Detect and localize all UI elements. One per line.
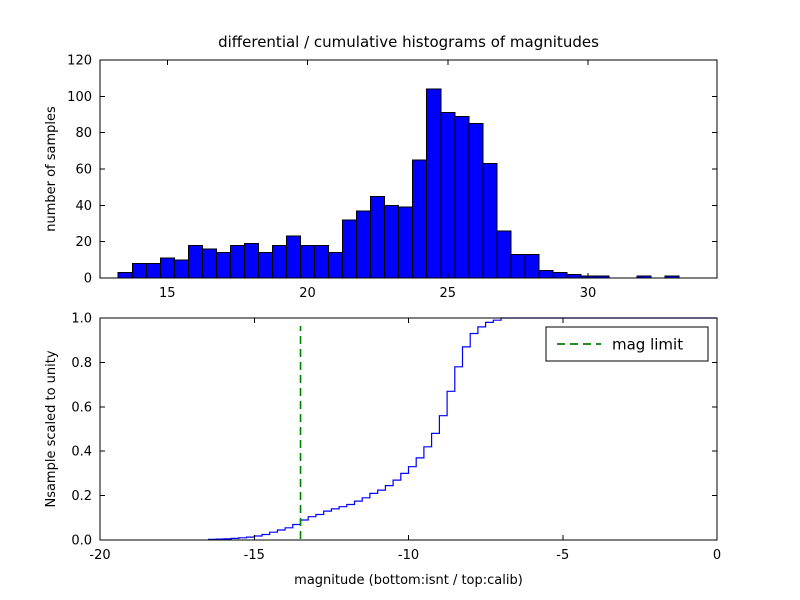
histogram-bar xyxy=(398,206,414,279)
top-ytick-label: 40 xyxy=(75,199,92,214)
histogram-bar xyxy=(538,270,554,279)
histogram-bar xyxy=(496,230,512,279)
bottom-xtick-label: -10 xyxy=(398,548,419,563)
histogram-bar xyxy=(328,252,344,279)
histogram-bar xyxy=(243,242,259,279)
top-ytick-label: 80 xyxy=(75,126,92,141)
top-ytick-label: 20 xyxy=(75,235,92,250)
bottom-ytick-label: 0.8 xyxy=(71,356,92,371)
top-ylabel: number of samples xyxy=(44,106,59,232)
bottom-xtick-label: -20 xyxy=(89,548,110,563)
top-xtick-label: 25 xyxy=(439,286,456,301)
bottom-ylabel: Nsample scaled to unity xyxy=(44,350,59,507)
histogram-bar xyxy=(271,244,288,279)
histogram-bar xyxy=(286,235,302,279)
histogram-bar xyxy=(552,272,568,279)
histogram-bar xyxy=(257,252,273,279)
histogram-bar xyxy=(342,219,358,279)
histogram-bar xyxy=(412,159,428,279)
legend: mag limit xyxy=(545,326,709,362)
top-ytick-label: 60 xyxy=(75,163,92,178)
histogram-bar xyxy=(229,244,245,279)
top-frame xyxy=(99,59,718,279)
histogram-bar xyxy=(370,195,386,279)
histogram-bar xyxy=(566,273,582,279)
bottom-xtick-label: -5 xyxy=(556,548,569,563)
histogram-bar xyxy=(117,272,133,279)
histogram-bar xyxy=(426,88,442,279)
histogram-bar xyxy=(131,262,147,279)
top-ytick-label: 0 xyxy=(84,272,92,287)
bottom-xtick-label: 0 xyxy=(713,548,721,563)
histogram-bar xyxy=(356,210,372,279)
top-xtick-label: 20 xyxy=(299,286,316,301)
bottom-ytick-label: 0.4 xyxy=(71,445,92,460)
cumulative-step-line xyxy=(208,317,717,540)
histogram-bar xyxy=(482,163,498,279)
histogram-bar xyxy=(314,244,330,279)
histogram-bar xyxy=(187,244,203,279)
histogram-bar xyxy=(440,112,456,279)
histogram-bar xyxy=(173,259,189,279)
histogram-bar xyxy=(201,248,217,279)
histogram-bar xyxy=(510,253,526,279)
bottom-frame xyxy=(99,317,718,541)
histogram-bar xyxy=(145,262,161,279)
histogram-bar xyxy=(215,252,231,279)
histogram-bar xyxy=(384,204,400,279)
top-ytick-label: 100 xyxy=(67,90,92,105)
top-ytick-label: 120 xyxy=(67,54,92,69)
legend-mag-limit-label: mag limit xyxy=(612,336,683,354)
bottom-xtick-label: -15 xyxy=(244,548,265,563)
bottom-ytick-label: 1.0 xyxy=(71,312,92,327)
histogram-bar xyxy=(454,115,470,279)
cumulative-plot: -20 -15 -10 -5 0 0.0 0.2 0.4 0.6 0.8 1.0 mag limit xyxy=(71,312,721,564)
top-xtick-label: 15 xyxy=(159,286,176,301)
top-xtick-label: 30 xyxy=(580,286,597,301)
chart-title: differential / cumulative histograms of … xyxy=(218,33,599,51)
bottom-ytick-label: 0.0 xyxy=(71,534,92,549)
bottom-ytick-label: 0.2 xyxy=(71,489,92,504)
histogram-bar xyxy=(524,253,540,279)
top-histogram: 15 20 25 30 0 20 40 60 80 100 120 xyxy=(67,54,718,301)
bottom-ytick-label: 0.6 xyxy=(71,400,92,415)
bottom-xlabel: magnitude (bottom:isnt / top:calib) xyxy=(294,573,523,588)
histogram-bar xyxy=(468,123,484,279)
